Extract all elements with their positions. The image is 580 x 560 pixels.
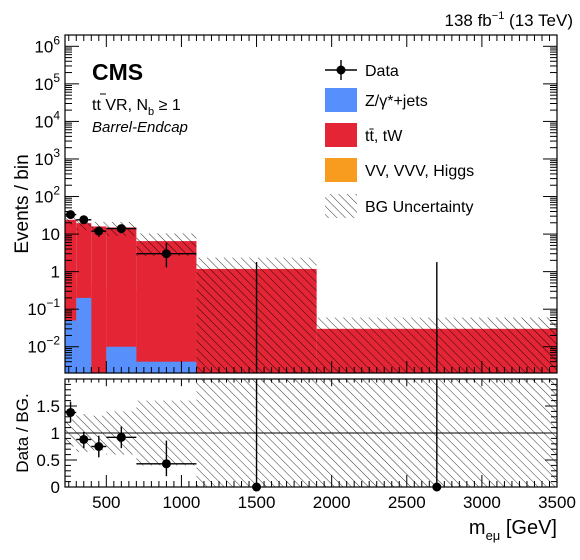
data-point-3 — [116, 224, 126, 234]
legend-label-uncertainty: BG Uncertainty — [365, 199, 473, 216]
y-tick-label-top-0: 10−2 — [27, 334, 60, 357]
x-tick-label-1000: 1000 — [163, 493, 201, 512]
hist-bar-1-0 — [65, 219, 77, 373]
y-tick-label-top-7: 105 — [34, 71, 60, 94]
legend-swatch-uncertainty — [325, 194, 357, 218]
data-point-4 — [161, 249, 171, 259]
x-tick-label-2000: 2000 — [313, 493, 351, 512]
main-panel — [65, 216, 557, 373]
legend: Data Z/γ*+jets tt̄, tW VV, VVV, Higgs BG Unc… — [325, 60, 474, 218]
legend-data-marker — [336, 65, 346, 75]
legend-swatch-2 — [325, 158, 357, 182]
y-tick-label-top-6: 104 — [34, 108, 60, 131]
axis-ticks: 500 1000 1500 2000 2500 3000 350010−210−111010… — [27, 33, 576, 512]
category-label: Barrel-Endcap — [92, 119, 188, 136]
y-tick-label-top-8: 106 — [34, 33, 60, 56]
y-tick-label-top-3: 10 — [41, 225, 60, 244]
y-tick-label-top-1: 10−1 — [27, 296, 60, 319]
y-axis-title-bottom: Data / BG. — [13, 393, 32, 472]
data-point-1 — [79, 215, 89, 225]
legend-swatch-0 — [325, 88, 357, 112]
x-tick-label-3500: 3500 — [538, 493, 576, 512]
x-tick-label-3000: 3000 — [463, 493, 501, 512]
region-label: tt VR, Nb ≥ 1 — [92, 97, 181, 118]
cms-label: CMS — [92, 59, 143, 85]
ratio-point-0 — [66, 407, 76, 417]
main-frame — [64, 34, 558, 374]
x-tick-label-500: 500 — [92, 493, 120, 512]
legend-swatch-1 — [325, 123, 357, 147]
y-axis-title-top: Events / bin — [12, 154, 33, 253]
ratio-point-2 — [94, 442, 104, 451]
legend-label-2: VV, VVV, Higgs — [365, 163, 474, 180]
y-tick-label-bottom-0.5: 0.5 — [36, 451, 60, 470]
ratio-point-3 — [116, 432, 126, 442]
y-tick-label-top-5: 103 — [34, 146, 60, 169]
ratio-point-4 — [161, 459, 171, 469]
hist-bar-0-1 — [76, 297, 92, 373]
y-tick-label-bottom-0: 0 — [51, 478, 60, 497]
data-point-0 — [66, 210, 76, 220]
lumi-label: 138 fb−1 (13 TeV) — [445, 10, 574, 30]
data-points — [65, 210, 438, 373]
y-tick-label-bottom-1: 1 — [51, 424, 60, 443]
x-tick-label-2500: 2500 — [388, 493, 426, 512]
legend-label-data: Data — [365, 63, 399, 80]
ratio-points — [65, 379, 442, 492]
y-tick-label-bottom-1.5: 1.5 — [36, 397, 60, 416]
x-tick-label-1500: 1500 — [238, 493, 276, 512]
data-point-2 — [94, 226, 104, 236]
x-axis-title: meμ [GeV] — [469, 517, 557, 543]
y-tick-label-top-2: 1 — [51, 263, 60, 282]
ratio-point-1 — [79, 434, 89, 444]
legend-label-1: tt̄, tW — [365, 128, 403, 145]
y-tick-label-top-4: 102 — [34, 184, 60, 207]
legend-label-0: Z/γ*+jets — [365, 93, 428, 110]
unc-band-top-0 — [65, 216, 77, 225]
hist-bar-1-2 — [91, 226, 107, 373]
